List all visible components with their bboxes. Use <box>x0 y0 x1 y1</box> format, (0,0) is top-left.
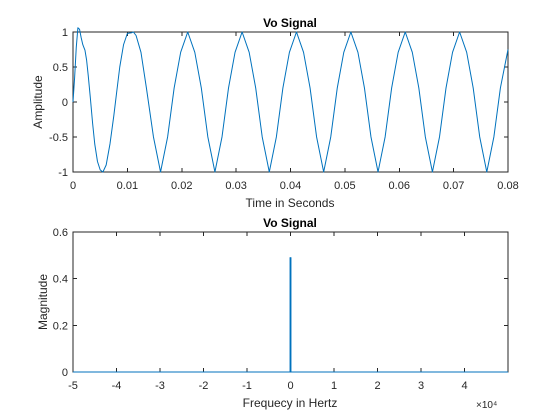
time-x-tick-label: 0.04 <box>280 180 301 192</box>
frequency-y-axis-label: Magnitude <box>36 274 50 330</box>
frequency-y-tick-label: 0.4 <box>53 274 68 286</box>
time-series-layer <box>72 27 509 173</box>
time-x-ticks: 0 0.01 0.02 0.03 0.04 0.05 0.06 0.07 0.08 <box>70 32 519 192</box>
frequency-x-tick-label: -1 <box>242 380 252 392</box>
frequency-x-tick-label: -3 <box>155 380 165 392</box>
frequency-x-tick-label: 2 <box>374 380 380 392</box>
time-y-tick-label: -1 <box>58 167 68 179</box>
time-y-ticks: -1 -0.5 0 0.5 1 <box>49 27 508 179</box>
frequency-series-line <box>73 257 508 373</box>
frequency-x-tick-label: -2 <box>199 380 209 392</box>
frequency-x-ticks: -5 -4 -3 -2 -1 0 1 2 3 4 <box>68 232 468 392</box>
frequency-x-tick-label: -5 <box>68 380 78 392</box>
time-x-axis-label: Time in Seconds <box>246 196 335 210</box>
time-domain-chart: Vo Signal Time in Seconds Amplitude 0 0.0… <box>31 16 519 210</box>
time-y-tick-label: -0.5 <box>49 132 68 144</box>
time-y-axis-label: Amplitude <box>31 75 45 129</box>
time-x-tick-label: 0.06 <box>389 180 410 192</box>
time-x-tick-label: 0.05 <box>334 180 355 192</box>
time-x-tick-label: 0.02 <box>171 180 192 192</box>
time-y-tick-label: 0.5 <box>53 62 68 74</box>
frequency-x-tick-label: 0 <box>287 380 293 392</box>
frequency-x-tick-label: -4 <box>112 380 122 392</box>
time-y-tick-label: 0 <box>62 97 68 109</box>
time-chart-title: Vo Signal <box>263 16 317 30</box>
frequency-x-tick-label: 1 <box>331 380 337 392</box>
frequency-series-layer <box>73 257 508 373</box>
time-x-tick-label: 0.01 <box>117 180 138 192</box>
time-y-tick-label: 1 <box>62 27 68 39</box>
time-x-tick-label: 0 <box>70 180 76 192</box>
time-series-line <box>72 27 509 173</box>
frequency-x-tick-label: 4 <box>461 380 467 392</box>
frequency-domain-chart: Vo Signal Frequecy in Hertz Magnitude ×1… <box>36 216 509 411</box>
frequency-y-tick-label: 0 <box>62 367 68 379</box>
time-axes-box <box>72 31 509 173</box>
frequency-y-ticks: 0 0.2 0.4 0.6 <box>53 227 508 379</box>
frequency-x-tick-label: 3 <box>418 380 424 392</box>
time-x-tick-label: 0.03 <box>225 180 246 192</box>
frequency-chart-title: Vo Signal <box>263 216 317 230</box>
time-x-tick-label: 0.08 <box>497 180 518 192</box>
frequency-x-axis-label: Frequecy in Hertz <box>243 396 338 410</box>
frequency-y-tick-label: 0.2 <box>53 320 68 332</box>
frequency-y-tick-label: 0.6 <box>53 227 68 239</box>
frequency-x-exponent-label: ×10⁴ <box>476 400 497 411</box>
time-x-tick-label: 0.07 <box>443 180 464 192</box>
